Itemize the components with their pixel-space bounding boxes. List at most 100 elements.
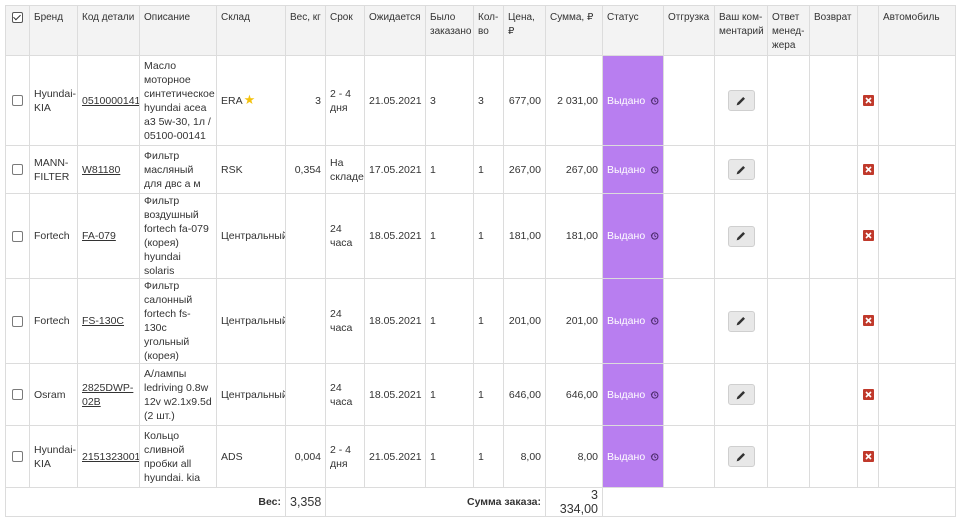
edit-comment-button[interactable] <box>727 90 755 111</box>
pencil-icon <box>736 232 745 241</box>
table-row: MANN-FILTER W81180 Фильтр масляный для д… <box>5 145 956 194</box>
row-checkbox[interactable] <box>5 55 30 146</box>
cell-status: Выдано <box>602 278 664 364</box>
cell-delete <box>857 425 879 488</box>
header-warehouse[interactable]: Склад <box>216 5 286 56</box>
delete-x-icon[interactable] <box>862 94 874 106</box>
part-code-link[interactable]: FA-079 <box>82 230 116 242</box>
cell-brand: Hyundai-KIA <box>29 425 78 488</box>
cell-status: Выдано <box>602 363 664 426</box>
cell-comment <box>714 55 768 146</box>
history-icon[interactable] <box>650 164 659 176</box>
cell-car <box>878 193 956 279</box>
cell-code[interactable]: W81180 <box>77 145 140 194</box>
cell-description: Масло моторное синтетическое hyundai ace… <box>139 55 217 146</box>
part-code-link[interactable]: 2151323001 <box>82 450 140 463</box>
cell-sum: 181,00 <box>545 193 603 279</box>
history-icon[interactable] <box>650 451 659 463</box>
cell-code[interactable]: 2151323001 <box>77 425 140 488</box>
header-weight[interactable]: Вес, кг <box>285 5 326 56</box>
checkbox-icon <box>12 315 23 327</box>
cell-qty: 1 <box>473 145 504 194</box>
cell-brand: Hyundai-KIA <box>29 55 78 146</box>
part-code-link[interactable]: 2825DWP-02B <box>82 381 134 408</box>
cell-code[interactable]: FS-130C <box>77 278 140 364</box>
header-your-comment[interactable]: Ваш ком-ментарий <box>714 5 768 56</box>
cell-manager-reply <box>767 193 810 279</box>
history-icon[interactable] <box>650 315 659 327</box>
cell-weight: 0,354 <box>285 145 326 194</box>
header-expected[interactable]: Ожидается <box>364 5 426 56</box>
header-shipment[interactable]: Отгрузка <box>663 5 715 56</box>
cell-expected: 21.05.2021 <box>364 55 426 146</box>
part-code-link[interactable]: W81180 <box>82 163 121 176</box>
checkbox-icon <box>12 389 23 401</box>
cell-delete <box>857 363 879 426</box>
part-code-link[interactable]: FS-130C <box>82 315 125 327</box>
history-icon[interactable] <box>650 389 659 401</box>
table-body: Hyundai-KIA 0510000141 Масло моторное си… <box>5 55 956 488</box>
history-icon[interactable] <box>650 95 659 107</box>
delete-x-icon[interactable] <box>862 315 874 326</box>
edit-comment-button[interactable] <box>727 159 755 180</box>
status-label: Выдано <box>607 388 646 401</box>
edit-comment-button[interactable] <box>727 310 755 332</box>
delete-x-icon[interactable] <box>862 163 874 175</box>
delete-x-icon[interactable] <box>862 230 874 241</box>
row-checkbox[interactable] <box>5 425 30 488</box>
cell-code[interactable]: 0510000141 <box>77 55 140 146</box>
row-checkbox[interactable] <box>5 193 30 279</box>
cell-code[interactable]: FA-079 <box>77 193 140 279</box>
edit-comment-button[interactable] <box>727 384 755 405</box>
status-label: Выдано <box>607 94 646 107</box>
row-checkbox[interactable] <box>5 278 30 364</box>
header-brand[interactable]: Бренд <box>29 5 78 56</box>
cell-comment <box>714 425 768 488</box>
row-checkbox[interactable] <box>5 145 30 194</box>
header-car[interactable]: Автомобиль <box>878 5 956 56</box>
cell-weight: 0,004 <box>285 425 326 488</box>
table-row: Fortech FS-130C Фильтр салонный fortech … <box>5 278 956 364</box>
part-code-link[interactable]: 0510000141 <box>82 94 140 107</box>
header-ordered[interactable]: Было заказано <box>425 5 474 56</box>
cell-weight <box>285 363 326 426</box>
cell-brand: Fortech <box>29 278 78 364</box>
cell-ordered: 1 <box>425 145 474 194</box>
header-code[interactable]: Код детали <box>77 5 140 56</box>
header-price[interactable]: Цена, ₽ <box>503 5 546 56</box>
cell-code[interactable]: 2825DWP-02B <box>77 363 140 426</box>
cell-status: Выдано <box>602 55 664 146</box>
cell-return <box>809 145 858 194</box>
select-all-checkbox[interactable] <box>5 5 30 56</box>
edit-comment-button[interactable] <box>727 446 755 467</box>
row-checkbox[interactable] <box>5 363 30 426</box>
cell-qty: 3 <box>473 55 504 146</box>
header-return[interactable]: Возврат <box>809 5 858 56</box>
header-manager-reply[interactable]: Ответ менед-жера <box>767 5 810 56</box>
cell-price: 677,00 <box>503 55 546 146</box>
delete-x-icon[interactable] <box>862 388 874 400</box>
cell-description: Фильтр масляный для двс а м <box>139 145 217 194</box>
cell-brand: MANN-FILTER <box>29 145 78 194</box>
cell-warehouse: Центральный★ <box>216 278 286 364</box>
cell-term: 2 - 4 дня <box>325 425 365 488</box>
order-total-value: 3 334,00 <box>545 487 603 517</box>
header-status[interactable]: Статус <box>602 5 664 56</box>
cell-shipment <box>663 278 715 364</box>
header-description[interactable]: Описание <box>139 5 217 56</box>
history-icon[interactable] <box>650 230 659 242</box>
cell-sum: 267,00 <box>545 145 603 194</box>
cell-ordered: 1 <box>425 363 474 426</box>
cell-weight: 3 <box>285 55 326 146</box>
header-sum[interactable]: Сумма, ₽ <box>545 5 603 56</box>
edit-comment-button[interactable] <box>727 225 755 247</box>
cell-shipment <box>663 425 715 488</box>
pencil-icon <box>736 317 745 326</box>
header-term[interactable]: Срок <box>325 5 365 56</box>
cell-price: 267,00 <box>503 145 546 194</box>
header-qty[interactable]: Кол-во <box>473 5 504 56</box>
cell-expected: 17.05.2021 <box>364 145 426 194</box>
delete-x-icon[interactable] <box>862 450 874 462</box>
cell-comment <box>714 363 768 426</box>
cell-return <box>809 363 858 426</box>
